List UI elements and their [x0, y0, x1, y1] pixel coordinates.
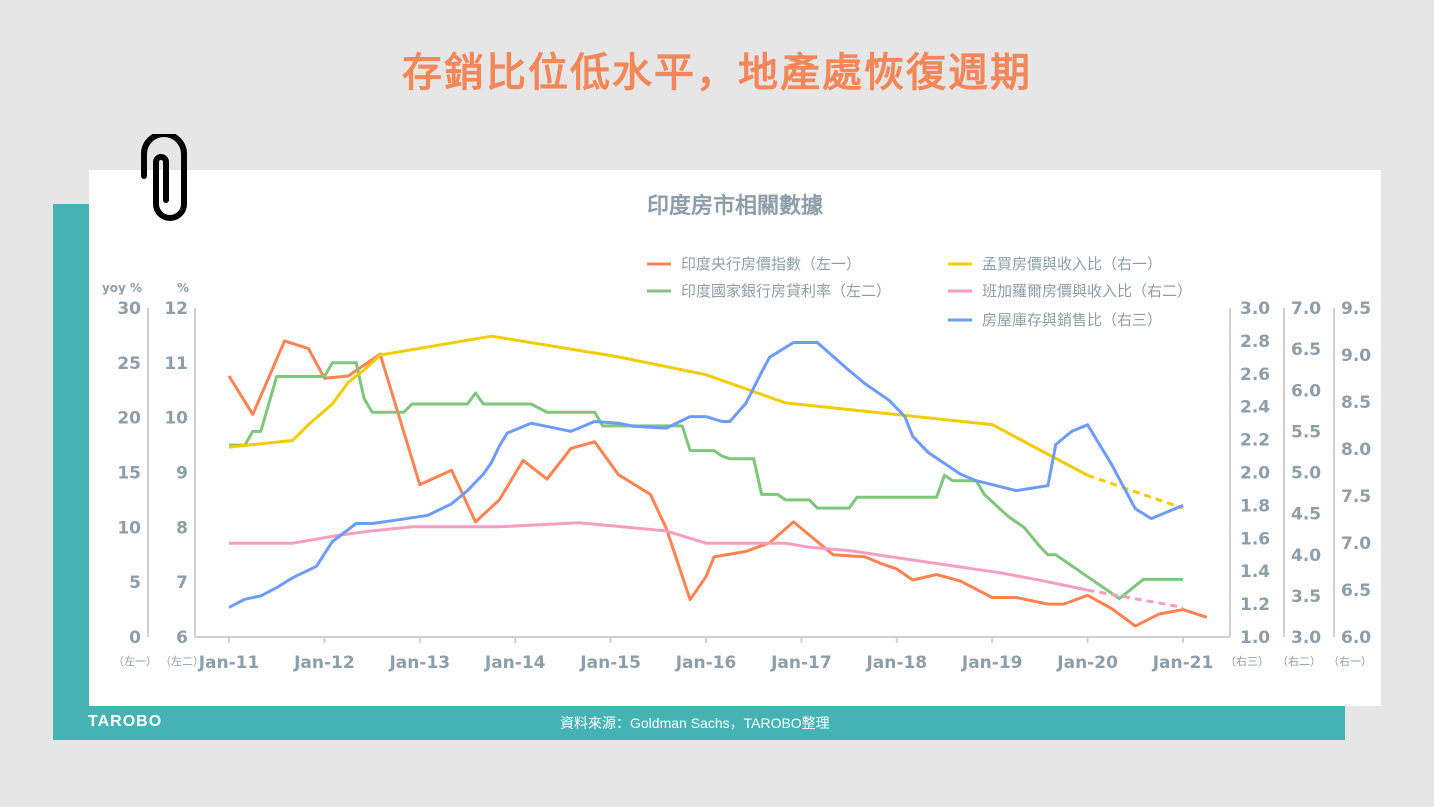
page-headline: 存銷比位低水平，地產處恢復週期: [402, 50, 1032, 96]
paperclip-icon: [130, 131, 200, 234]
tick-label-right3: 2.6: [1240, 365, 1270, 385]
axis-tag-left2: （左二）: [160, 655, 204, 668]
tick-label-right3: 1.4: [1240, 562, 1270, 582]
axis-tag-right2: （右二）: [1277, 654, 1321, 668]
tick-label-right1: 8.5: [1341, 393, 1371, 413]
x-tick-label: Jan-20: [1056, 653, 1118, 673]
chart-title: 印度房市相關數據: [647, 193, 824, 219]
tick-label-right3: 2.4: [1240, 398, 1270, 418]
x-tick-label: Jan-14: [484, 653, 546, 673]
x-tick-label: Jan-16: [675, 653, 737, 673]
x-tick-label: Jan-18: [865, 653, 927, 673]
tick-label-left2: 7: [176, 573, 188, 593]
x-tick-label: Jan-21: [1152, 653, 1214, 673]
tick-label-right1: 8.0: [1341, 440, 1371, 460]
x-tick-label: Jan-15: [579, 653, 641, 673]
tick-label-right3: 1.6: [1240, 529, 1270, 549]
tick-label-left2: 6: [176, 628, 188, 648]
tick-label-left1: 0: [129, 628, 141, 648]
series-line-1: [229, 361, 1183, 601]
axis-tag-left1: （左一）: [113, 655, 157, 668]
tick-label-right3: 1.8: [1240, 496, 1270, 516]
series-forecast-line-3: [1087, 588, 1184, 609]
tick-label-right2: 3.5: [1291, 587, 1321, 607]
legend-label: 孟買房價與收入比（右一）: [982, 255, 1162, 273]
axis-unit-left2: %: [177, 281, 189, 295]
tick-label-right2: 4.0: [1291, 546, 1321, 566]
tick-label-right2: 5.5: [1291, 422, 1321, 442]
tick-label-right2: 3.0: [1291, 628, 1321, 648]
tick-label-left1: 10: [117, 518, 141, 538]
chart-card: [89, 170, 1381, 706]
tick-label-right3: 2.2: [1240, 431, 1270, 451]
axis-unit-left1: yoy %: [102, 281, 142, 295]
tick-label-right2: 4.5: [1291, 505, 1321, 525]
x-tick-label: Jan-19: [961, 653, 1023, 673]
tick-label-right3: 2.0: [1240, 464, 1270, 484]
tick-label-right3: 1.2: [1240, 595, 1270, 615]
series-forecast-line-2: [1087, 473, 1184, 510]
axis-tag-right3: （右三）: [1225, 654, 1269, 668]
x-tick-label: Jan-11: [198, 653, 260, 673]
tick-label-right3: 3.0: [1240, 299, 1270, 319]
tick-label-left1: 15: [117, 464, 141, 484]
tick-label-left2: 10: [164, 409, 188, 429]
series-line-2: [228, 334, 1089, 477]
tick-label-left1: 5: [129, 573, 141, 593]
tick-label-right3: 2.8: [1240, 332, 1270, 352]
tick-label-left1: 30: [117, 299, 141, 319]
tick-label-left1: 20: [117, 409, 141, 429]
tick-label-right3: 1.0: [1240, 628, 1270, 648]
tick-label-left2: 12: [164, 299, 188, 319]
legend-label: 印度央行房價指數（左一）: [681, 255, 861, 273]
x-tick-label: Jan-17: [770, 653, 832, 673]
source-note: 資料來源：Goldman Sachs，TAROBO整理: [560, 715, 830, 731]
tick-label-left2: 8: [176, 518, 188, 538]
x-tick-label: Jan-13: [388, 653, 450, 673]
tick-label-right2: 6.5: [1291, 340, 1321, 360]
legend-label: 班加羅爾房價與收入比（右二）: [982, 282, 1192, 300]
axis-tag-right1: （右一）: [1328, 654, 1372, 668]
tick-label-left1: 25: [117, 354, 141, 374]
tick-label-right1: 6.5: [1341, 581, 1371, 601]
x-tick-label: Jan-12: [293, 653, 355, 673]
tick-label-right2: 7.0: [1291, 299, 1321, 319]
tick-label-right1: 9.5: [1341, 299, 1371, 319]
tick-label-right1: 7.0: [1341, 534, 1371, 554]
tick-label-right2: 6.0: [1291, 381, 1321, 401]
tick-label-left2: 9: [176, 464, 188, 484]
tick-label-right1: 7.5: [1341, 487, 1371, 507]
tick-label-left2: 11: [164, 354, 188, 374]
legend-label: 房屋庫存與銷售比（右三）: [982, 311, 1162, 329]
tarobo-logo: TAROBO: [88, 713, 163, 730]
tick-label-right1: 9.0: [1341, 346, 1371, 366]
series-line-0: [227, 339, 1208, 628]
legend-label: 印度國家銀行房貸利率（左二）: [681, 282, 891, 300]
series-line-3: [229, 521, 1088, 592]
series-line-4: [228, 341, 1184, 609]
tick-label-right1: 6.0: [1341, 628, 1371, 648]
tick-label-right2: 5.0: [1291, 464, 1321, 484]
